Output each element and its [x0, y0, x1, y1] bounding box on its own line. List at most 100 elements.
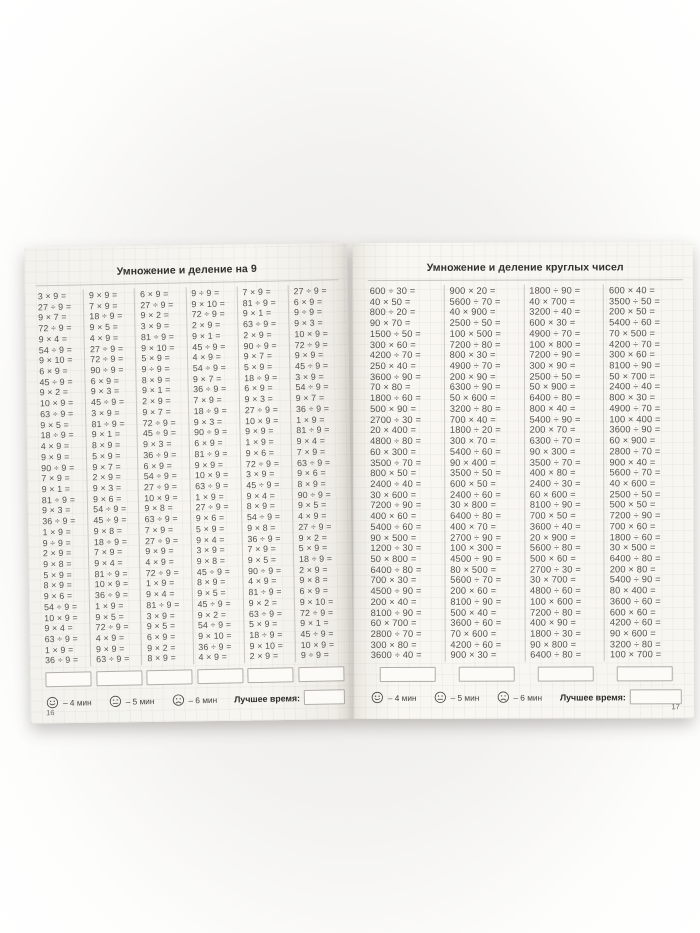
exercise: 700 × 40 = — [449, 414, 496, 425]
exercise-column: 1800 ÷ 90 = 40 × 700 = 3200 ÷ 40 = 600 × 30… — [523, 284, 604, 662]
exercise-column: 7 × 9 = 81 ÷ 9 = 9 × 1 = 63 ÷ 9 = 2 × 9 = 90 … — [236, 285, 296, 664]
exercise: 7200 ÷ 90 = — [370, 500, 422, 511]
time-footer: – 4 мин – 5 мин – 6 мин Лучшее время: — [44, 689, 347, 710]
answer-box — [616, 666, 673, 682]
exercise-column: 900 × 20 = 5600 ÷ 70 = 40 × 900 = 2500 ÷ 50… — [443, 284, 525, 662]
exercise-column: 27 ÷ 9 = 6 × 9 = 9 ÷ 9 = 9 × 3 = 10 × 9 = 72 … — [287, 284, 347, 663]
answer-box — [96, 670, 143, 687]
exercise: 3600 ÷ 40 = — [370, 650, 422, 661]
exercise: 6400 ÷ 80 = — [450, 510, 502, 521]
exercise: 100 × 300 = — [450, 542, 502, 554]
exercise: 500 × 90 = — [370, 403, 417, 414]
exercise: 5600 ÷ 70 = — [450, 575, 502, 586]
smiley-legend: – 4 мин – 5 мин – 6 мин — [46, 693, 235, 710]
smiley-time-label: – 4 мин — [62, 696, 92, 708]
exercise: 2 × 9 = — [249, 651, 279, 662]
exercise: 90 × 300 = — [529, 446, 576, 457]
exercise: 700 × 60 = — [609, 521, 656, 532]
smiley-time-label: – 6 мин — [188, 694, 218, 706]
exercise: 30 × 800 = — [450, 500, 497, 511]
exercise: 250 × 40 = — [369, 360, 416, 372]
exercise: 8 × 9 = — [147, 653, 176, 664]
exercise: 2400 ÷ 30 = — [529, 478, 581, 489]
answer-box-row — [43, 666, 346, 688]
exercise: 5600 ÷ 70 = — [609, 467, 661, 478]
exercise: 200 × 90 = — [449, 371, 496, 382]
exercise: 2800 ÷ 70 = — [370, 628, 422, 640]
exercise: 2400 ÷ 40 = — [609, 381, 661, 392]
exercise: 60 × 300 = — [370, 446, 417, 457]
smiley-item: – 6 мин — [496, 691, 542, 704]
exercise: 800 × 30 = — [449, 349, 496, 361]
exercise-column: 9 × 9 = 7 × 9 = 18 ÷ 9 = 9 × 5 = 4 × 9 = 27 ÷… — [82, 288, 142, 667]
exercise: 30 × 700 = — [529, 574, 576, 586]
page-title: Умножение и деление круглых чисел — [426, 261, 624, 274]
exercise: 300 × 90 = — [529, 360, 576, 371]
left-page-content: Умножение и деление на 9 3 × 9 = 27 ÷ 9 =… — [23, 242, 355, 724]
title-divider — [367, 279, 683, 282]
exercise-column: 6 × 9 = 27 ÷ 9 = 9 × 2 = 3 × 9 = 81 ÷ 9 = 9 ×… — [133, 287, 193, 666]
exercise: 1800 ÷ 60 = — [609, 531, 661, 542]
smiley-time-label: – 4 мин — [387, 692, 417, 703]
right-page: Умножение и деление круглых чисел 600 ÷ … — [352, 242, 694, 720]
page-number: 16 — [46, 708, 55, 718]
exercise: 7200 ÷ 80 = — [530, 607, 582, 618]
answer-slot — [369, 667, 448, 683]
exercise: 80 × 400 = — [609, 585, 656, 596]
exercise-column: 600 ÷ 30 = 40 × 50 = 800 ÷ 20 = 90 × 70 = 15… — [368, 285, 445, 662]
exercise: 3600 ÷ 60 = — [450, 617, 502, 629]
smiley-time-label: – 5 мин — [125, 695, 155, 707]
exercise: 5400 ÷ 60 = — [609, 317, 661, 328]
exercise: 900 × 30 = — [450, 650, 497, 661]
exercise: 600 × 50 = — [449, 478, 496, 489]
exercise: 4800 ÷ 60 = — [530, 585, 582, 596]
exercise: 4 × 9 = — [198, 652, 228, 663]
exercise: 70 × 80 = — [369, 382, 411, 393]
exercise: 600 × 30 = — [529, 317, 576, 328]
exercise: 3200 ÷ 80 = — [609, 638, 661, 650]
exercise: 3500 ÷ 50 = — [609, 295, 661, 307]
exercise: 6400 ÷ 80 = — [529, 392, 581, 403]
answer-slot — [43, 671, 94, 688]
answer-slot — [605, 666, 684, 682]
exercise: 3500 ÷ 50 = — [449, 467, 501, 479]
exercise: 6400 ÷ 80 = — [370, 564, 422, 575]
exercise: 70 × 600 = — [450, 628, 497, 639]
exercise: 3600 ÷ 40 = — [529, 521, 581, 532]
exercise: 6300 ÷ 70 = — [529, 435, 581, 446]
exercise: 4900 ÷ 70 = — [449, 360, 501, 371]
exercise-grid: 3 × 9 = 27 ÷ 9 = 9 × 7 = 72 ÷ 9 = 9 × 4 = 54 … — [36, 284, 347, 667]
exercise: 700 × 30 = — [370, 575, 417, 586]
exercise: 1800 ÷ 90 = — [529, 285, 581, 296]
smiley-item: – 5 мин — [434, 691, 480, 704]
exercise: 5400 ÷ 60 = — [449, 446, 501, 457]
answer-slot — [94, 670, 145, 687]
workbook-spread: Умножение и деление на 9 3 × 9 = 27 ÷ 9 =… — [24, 240, 694, 724]
exercise: 2400 ÷ 60 = — [450, 489, 502, 500]
exercise: 2700 ÷ 30 = — [529, 564, 581, 575]
exercise: 300 × 60 = — [369, 339, 416, 350]
sad-face-icon — [172, 694, 184, 706]
exercise-column: 3 × 9 = 27 ÷ 9 = 9 × 7 = 72 ÷ 9 = 9 × 4 = 54 … — [36, 289, 91, 667]
answer-slot — [526, 666, 605, 682]
exercise: 90 × 400 = — [449, 457, 496, 468]
smiley-item: – 5 мин — [109, 694, 155, 708]
happy-face-icon — [46, 697, 59, 709]
answer-slot — [447, 666, 526, 682]
exercise: 20 × 400 = — [370, 425, 417, 436]
exercise: 3200 ÷ 40 = — [529, 306, 581, 318]
exercise: 2800 ÷ 70 = — [609, 446, 661, 457]
exercise: 300 × 60 = — [609, 349, 656, 360]
page-number: 17 — [671, 702, 680, 712]
exercise: 36 ÷ 9 = — [44, 655, 79, 666]
exercise: 3600 ÷ 60 = — [609, 596, 661, 607]
exercise: 2500 ÷ 50 = — [529, 371, 581, 382]
exercise: 1800 ÷ 20 = — [449, 425, 501, 436]
best-time-label: Лучшее время: — [559, 692, 626, 703]
neutral-face-icon — [434, 691, 446, 704]
exercise-column: 9 ÷ 9 = 9 × 10 = 72 ÷ 9 = 2 × 9 = 9 × 1 = 45 … — [185, 286, 244, 665]
exercise: 4200 ÷ 70 = — [369, 350, 421, 361]
time-footer: – 4 мин – 5 мин – 6 мин Лучшее время: — [369, 689, 684, 705]
exercise: 70 × 500 = — [609, 328, 656, 339]
exercise: 100 × 500 = — [449, 328, 501, 339]
